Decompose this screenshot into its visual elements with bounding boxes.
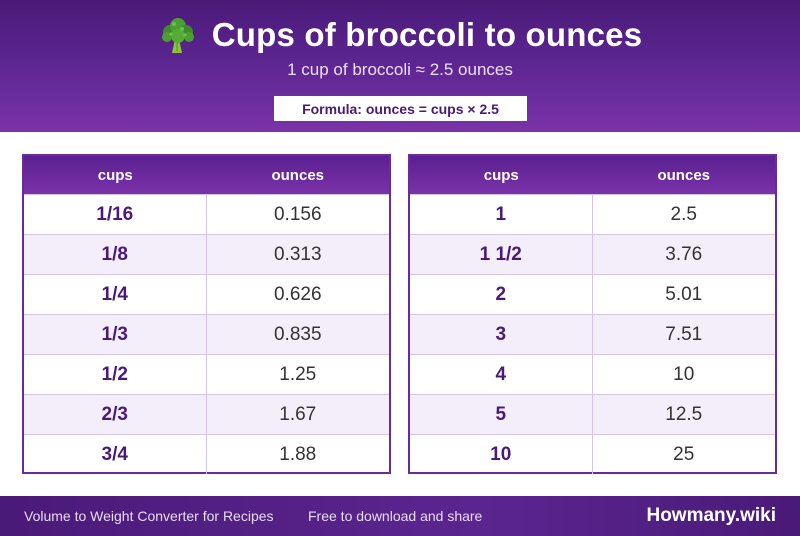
cell-cups: 1/8: [24, 235, 207, 274]
cell-ounces: 0.835: [273, 323, 322, 345]
footer-bar: Volume to Weight Converter for Recipes F…: [0, 496, 800, 536]
cell-ounces: 0.313: [273, 243, 322, 265]
cell-cups: 4: [410, 355, 593, 394]
cell-ounces: 2.5: [670, 203, 697, 225]
cell-cups: 2: [410, 275, 593, 314]
column-header-ounces: ounces: [657, 166, 710, 184]
formula-badge: Formula: ounces = cups × 2.5: [274, 96, 527, 121]
cell-cups: 1/4: [24, 275, 207, 314]
cell-cups: 3/4: [24, 435, 207, 474]
cell-cups: 3: [410, 315, 593, 354]
column-header-cups: cups: [483, 166, 519, 184]
cell-cups: 1 1/2: [410, 235, 593, 274]
table-row: 2 5.01: [410, 274, 775, 314]
table-row: 1/3 0.835: [24, 314, 389, 354]
cell-cups: 1/2: [24, 355, 207, 394]
cell-cups: 10: [410, 435, 593, 474]
cell-cups: 1/16: [24, 195, 207, 234]
header-banner: Cups of broccoli to ounces 1 cup of broc…: [0, 0, 800, 132]
conversion-table-left: cups ounces 1/16 0.156 1/8 0.313 1/4 0.626 1/3…: [22, 154, 391, 474]
table-row: 3 7.51: [410, 314, 775, 354]
cell-ounces: 12.5: [665, 403, 703, 425]
cell-cups: 1/3: [24, 315, 207, 354]
footer-tagline: Volume to Weight Converter for Recipes: [24, 508, 274, 524]
cell-ounces: 7.51: [665, 323, 703, 345]
table-row: 1 1/2 3.76: [410, 234, 775, 274]
table-row: 3/4 1.88: [24, 434, 389, 474]
cell-ounces: 0.156: [273, 203, 322, 225]
footer-share-note: Free to download and share: [308, 508, 483, 524]
cell-cups: 2/3: [24, 395, 207, 434]
table-row: 1/8 0.313: [24, 234, 389, 274]
table-row: 10 25: [410, 434, 775, 474]
table-row: 1 2.5: [410, 194, 775, 234]
table-row: 1/16 0.156: [24, 194, 389, 234]
cell-ounces: 1.67: [279, 403, 317, 425]
cell-cups: 5: [410, 395, 593, 434]
table-row: 1/2 1.25: [24, 354, 389, 394]
cell-ounces: 10: [673, 363, 695, 385]
table-row: 4 10: [410, 354, 775, 394]
cell-cups: 1: [410, 195, 593, 234]
table-row: 1/4 0.626: [24, 274, 389, 314]
cell-ounces: 25: [673, 443, 695, 465]
column-header-cups: cups: [97, 166, 133, 184]
cell-ounces: 1.25: [279, 363, 317, 385]
table-header: cups ounces: [410, 156, 775, 194]
cell-ounces: 1.88: [279, 443, 317, 465]
table-header: cups ounces: [24, 156, 389, 194]
column-header-ounces: ounces: [271, 166, 324, 184]
table-row: 5 12.5: [410, 394, 775, 434]
cell-ounces: 0.626: [273, 283, 322, 305]
table-row: 2/3 1.67: [24, 394, 389, 434]
cell-ounces: 5.01: [665, 283, 703, 305]
page-subtitle: 1 cup of broccoli ≈ 2.5 ounces: [287, 60, 513, 79]
title-row: Cups of broccoli to ounces: [0, 14, 800, 56]
page-title: Cups of broccoli to ounces: [211, 16, 643, 53]
brand-logo-text[interactable]: Howmany.wiki: [646, 505, 776, 526]
cell-ounces: 3.76: [665, 243, 703, 265]
broccoli-icon: [161, 18, 194, 53]
conversion-table-right: cups ounces 1 2.5 1 1/2 3.76 2 5.01 3 7.51 4 10 5 1…: [408, 154, 777, 474]
